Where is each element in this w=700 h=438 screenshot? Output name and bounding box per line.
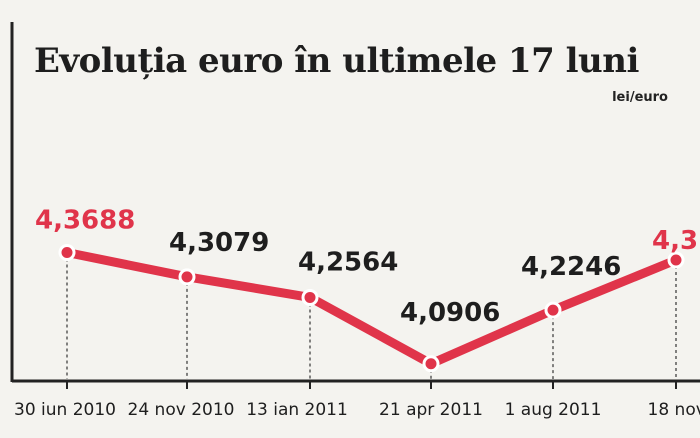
- data-point: [301, 288, 319, 306]
- data-point: [667, 251, 685, 269]
- x-tick-label: 18 nov 2011: [648, 400, 700, 420]
- data-points: [58, 243, 685, 373]
- data-point: [544, 301, 562, 319]
- value-label: 4,0906: [400, 298, 500, 328]
- unit-label: lei/euro: [612, 90, 668, 105]
- data-point: [58, 243, 76, 261]
- x-tick-label: 13 ian 2011: [246, 400, 348, 420]
- value-label: 4,3079: [169, 228, 269, 258]
- data-point: [178, 268, 196, 286]
- series-line: [62, 247, 681, 369]
- x-tick-labels: 30 iun 2010 24 nov 2010 13 ian 2011 21 apr …: [14, 400, 700, 420]
- x-tick-label: 30 iun 2010: [14, 400, 116, 420]
- x-tick-label: 21 apr 2011: [379, 400, 483, 420]
- value-label: 4,2564: [298, 247, 398, 277]
- x-tick-label: 1 aug 2011: [505, 400, 602, 420]
- value-label: 4,3688: [35, 205, 135, 235]
- x-tick-label: 24 nov 2010: [128, 400, 235, 420]
- value-label: 4,35: [652, 226, 700, 256]
- value-label: 4,2246: [521, 252, 621, 282]
- chart-title: Evoluția euro în ultimele 17 luni: [34, 41, 639, 81]
- data-point: [422, 355, 440, 373]
- x-tick-marks: [66, 381, 677, 389]
